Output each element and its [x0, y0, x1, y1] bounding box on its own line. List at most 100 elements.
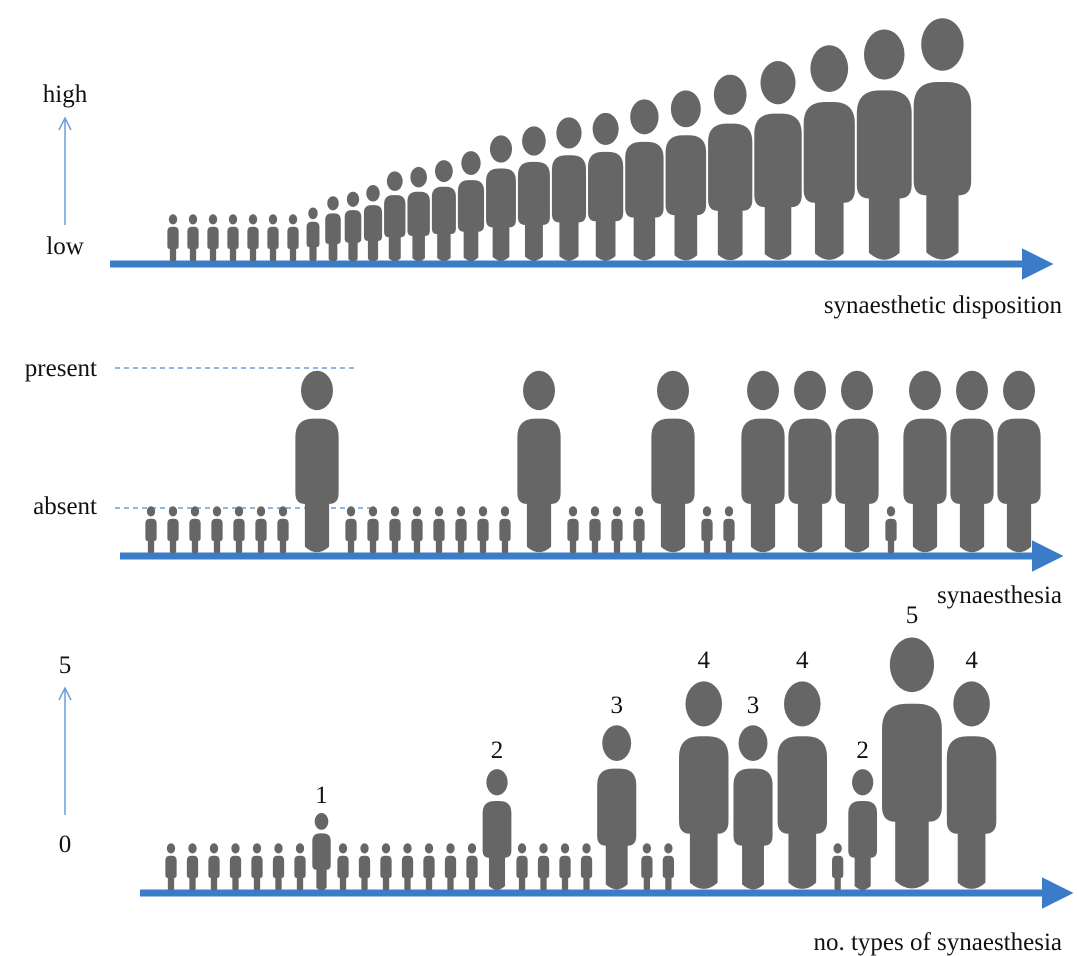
- person-figure: [517, 126, 550, 261]
- person-figure-present: [651, 370, 695, 553]
- count-label: 4: [796, 647, 809, 674]
- scale-arrowhead: [58, 116, 72, 131]
- panel-disposition: high low synaesthetic disposition: [43, 18, 1063, 319]
- count-label: 4: [965, 647, 978, 674]
- count-label: 4: [698, 647, 711, 674]
- person-figure-synaesthete: [777, 681, 828, 889]
- person-figure: [187, 214, 199, 262]
- person-figure-absent: [567, 506, 579, 554]
- people-row-disposition: [167, 18, 972, 262]
- person-figure-none: [272, 843, 285, 891]
- level-label-absent: absent: [33, 493, 97, 520]
- person-figure-none: [444, 843, 457, 891]
- person-figure-none: [423, 843, 435, 891]
- person-figure-none: [165, 843, 177, 891]
- person-figure-absent: [233, 506, 245, 554]
- person-figure-present: [997, 370, 1041, 553]
- person-figure-present: [788, 370, 832, 553]
- person-figure-absent: [189, 506, 201, 554]
- person-figure: [431, 160, 456, 261]
- person-figure: [551, 117, 587, 261]
- person-figure-absent: [455, 506, 467, 554]
- person-figure-absent: [499, 506, 511, 554]
- person-figure-none: [294, 843, 306, 891]
- person-figure: [344, 191, 362, 262]
- person-figure: [363, 184, 383, 262]
- person-figure-absent: [433, 506, 445, 554]
- person-figure-none: [186, 843, 199, 891]
- people-row-types: [165, 637, 997, 891]
- person-figure: [267, 214, 279, 262]
- count-label: 1: [315, 782, 328, 809]
- person-figure-absent: [633, 506, 645, 554]
- person-figure: [207, 214, 219, 262]
- scale-label-max: 5: [59, 652, 72, 679]
- person-figure: [227, 214, 239, 262]
- panel-types: 5 0 1 2 3 4 3 4 2 5 4 no. types of synaesthesia: [58, 602, 1074, 956]
- person-figure: [287, 214, 299, 262]
- person-figure: [708, 74, 753, 261]
- person-figure-present: [835, 370, 879, 553]
- person-figure-absent: [345, 506, 357, 554]
- person-figure-absent: [277, 506, 289, 554]
- level-label-low: low: [46, 233, 84, 260]
- count-labels: 1 2 3 4 3 4 2 5 4: [315, 602, 978, 809]
- person-figure-synaesthete: [482, 769, 512, 890]
- person-figure-absent: [701, 506, 713, 554]
- person-figure-none: [358, 843, 371, 891]
- person-figure-present: [517, 370, 561, 553]
- person-figure-none: [516, 843, 528, 891]
- person-figure-none: [466, 843, 478, 891]
- person-figure-none: [559, 843, 571, 891]
- person-figure-synaesthete: [733, 725, 773, 890]
- person-figure-absent: [411, 506, 423, 554]
- person-figure-absent: [885, 506, 897, 554]
- person-figure-synaesthete: [312, 813, 331, 891]
- people-row-synaesthesia: [145, 370, 1041, 554]
- person-figure: [306, 207, 320, 262]
- person-figure-synaesthete: [848, 769, 878, 890]
- person-figure-absent: [723, 506, 735, 554]
- count-label: 5: [906, 602, 919, 629]
- person-figure: [247, 214, 259, 262]
- person-figure-synaesthete: [597, 725, 637, 890]
- person-figure-none: [662, 843, 675, 891]
- person-figure-synaesthete: [882, 637, 942, 889]
- person-figure-absent: [255, 506, 267, 554]
- person-figure-none: [251, 843, 263, 891]
- person-figure-absent: [167, 506, 179, 554]
- person-figure: [856, 29, 912, 260]
- person-figure-present: [903, 370, 947, 553]
- person-figure-absent: [367, 506, 379, 554]
- person-figure-none: [229, 843, 242, 891]
- level-label-high: high: [43, 81, 88, 108]
- person-figure-synaesthete: [946, 681, 997, 889]
- person-figure-absent: [145, 506, 157, 554]
- person-figure-synaesthete: [679, 681, 729, 889]
- person-figure: [665, 90, 707, 261]
- axis-label-disposition: synaesthetic disposition: [824, 292, 1063, 319]
- count-label: 2: [491, 737, 504, 764]
- person-figure-none: [208, 843, 220, 891]
- level-label-present: present: [25, 355, 97, 382]
- person-figure-none: [580, 843, 593, 891]
- person-figure: [167, 214, 179, 262]
- scale-arrowhead: [58, 686, 72, 701]
- person-figure-none: [380, 843, 392, 891]
- person-figure: [588, 112, 624, 261]
- person-figure-present: [295, 370, 339, 553]
- person-figure-none: [337, 843, 349, 891]
- person-figure-absent: [611, 506, 623, 554]
- person-figure-present: [741, 370, 785, 553]
- count-label: 3: [747, 692, 760, 719]
- person-figure-absent: [589, 506, 601, 554]
- person-figure-present: [950, 370, 994, 553]
- person-figure-none: [401, 843, 414, 891]
- person-figure-absent: [477, 506, 489, 554]
- person-figure: [457, 151, 485, 261]
- person-figure: [754, 61, 802, 261]
- person-figure: [625, 99, 664, 261]
- person-figure: [486, 135, 516, 261]
- person-figure-absent: [389, 506, 401, 554]
